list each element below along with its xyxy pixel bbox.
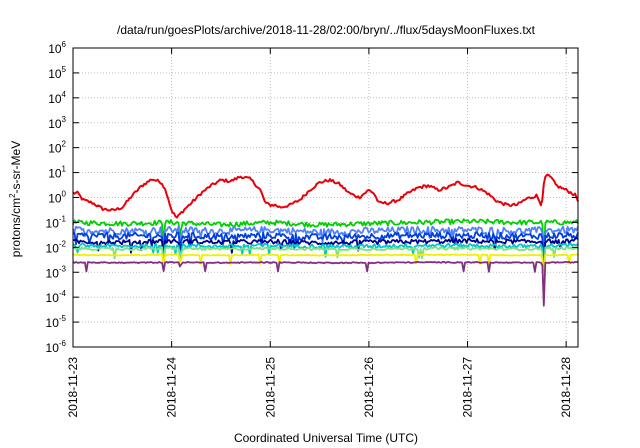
y-tick-base: 10 bbox=[48, 67, 62, 81]
y-axis-label-rest: -s-sr-MeV bbox=[9, 141, 23, 194]
series-line-9 bbox=[72, 261, 579, 307]
y-tick-base: 10 bbox=[46, 316, 60, 330]
y-tick-base: 10 bbox=[46, 291, 60, 305]
y-tick-exponent: 3 bbox=[62, 115, 67, 124]
y-tick-exponent: -3 bbox=[59, 264, 67, 273]
series-group bbox=[72, 173, 579, 307]
y-tick-exponent: 1 bbox=[62, 165, 67, 174]
x-tick-label: 2018-11-25 bbox=[263, 357, 277, 418]
y-tick-base: 10 bbox=[46, 341, 60, 355]
x-tick-label: 2018-11-28 bbox=[559, 357, 573, 418]
y-tick-label: 10-1 bbox=[46, 214, 67, 230]
y-tick-label: 101 bbox=[48, 165, 66, 181]
series-line-2 bbox=[72, 218, 579, 258]
y-tick-label: 10-6 bbox=[46, 339, 67, 355]
y-tick-label: 103 bbox=[48, 115, 66, 131]
x-axis-ticks: 2018-11-23 2018-11-24 2018-11-25 2018-11-26… bbox=[66, 48, 573, 418]
y-tick-base: 10 bbox=[48, 192, 62, 206]
series-line-5 bbox=[72, 237, 579, 283]
y-tick-base: 10 bbox=[48, 167, 62, 181]
y-tick-label: 10-3 bbox=[46, 264, 67, 280]
series-line-7 bbox=[72, 246, 579, 295]
y-tick-label: 10-2 bbox=[46, 239, 67, 255]
y-axis-label: protons/cm2-s-sr-MeV bbox=[8, 141, 23, 257]
y-tick-exponent: -5 bbox=[59, 314, 67, 323]
y-tick-label: 105 bbox=[48, 65, 66, 81]
y-tick-exponent: -4 bbox=[59, 289, 67, 298]
y-tick-exponent: -2 bbox=[59, 239, 67, 248]
y-tick-exponent: 2 bbox=[62, 140, 67, 149]
y-tick-exponent: 0 bbox=[62, 190, 67, 199]
x-tick-label: 2018-11-26 bbox=[362, 357, 376, 418]
y-tick-base: 10 bbox=[46, 216, 60, 230]
x-axis-label: Coordinated Universal Time (UTC) bbox=[234, 431, 418, 445]
y-tick-label: 100 bbox=[48, 190, 66, 206]
y-tick-base: 10 bbox=[46, 266, 60, 280]
y-tick-exponent: 4 bbox=[62, 90, 67, 99]
y-tick-base: 10 bbox=[48, 42, 62, 56]
y-axis-label-base: protons/cm bbox=[9, 198, 23, 257]
x-tick-label: 2018-11-24 bbox=[165, 357, 179, 418]
y-tick-label: 106 bbox=[48, 40, 66, 56]
y-tick-base: 10 bbox=[48, 142, 62, 156]
chart-title: /data/run/goesPlots/archive/2018-11-28/0… bbox=[117, 23, 536, 37]
y-tick-base: 10 bbox=[48, 92, 62, 106]
y-tick-label: 104 bbox=[48, 90, 66, 106]
y-tick-label: 10-5 bbox=[46, 314, 67, 330]
y-tick-exponent: -1 bbox=[59, 214, 67, 223]
series-line-4 bbox=[72, 231, 579, 276]
y-axis-ticks: 10-610-510-410-310-210-11001011021031041… bbox=[46, 40, 578, 355]
y-tick-exponent: -6 bbox=[59, 339, 67, 348]
y-tick-base: 10 bbox=[48, 117, 62, 131]
series-line-8 bbox=[72, 253, 579, 301]
series-line-1 bbox=[72, 173, 579, 219]
y-tick-label: 10-4 bbox=[46, 289, 67, 305]
x-tick-label: 2018-11-23 bbox=[66, 357, 80, 418]
y-tick-exponent: 5 bbox=[62, 65, 67, 74]
y-tick-base: 10 bbox=[46, 241, 60, 255]
y-axis-label-sup: 2 bbox=[8, 193, 17, 198]
y-tick-exponent: 6 bbox=[62, 40, 67, 49]
x-tick-label: 2018-11-27 bbox=[461, 357, 475, 418]
grid bbox=[73, 48, 578, 347]
y-tick-label: 102 bbox=[48, 140, 66, 156]
